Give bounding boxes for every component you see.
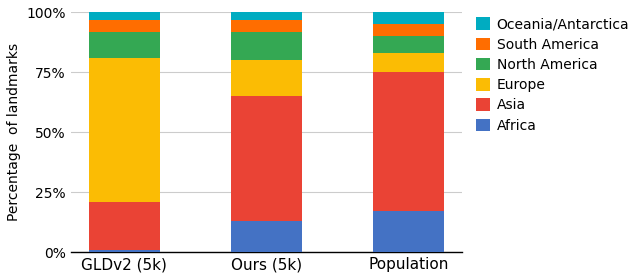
- Bar: [89, 250, 160, 252]
- Bar: [373, 37, 444, 53]
- Bar: [231, 96, 302, 221]
- Bar: [373, 25, 444, 37]
- Bar: [89, 20, 160, 32]
- Bar: [373, 13, 444, 25]
- Bar: [373, 211, 444, 252]
- Bar: [89, 32, 160, 58]
- Bar: [89, 13, 160, 20]
- Legend: Oceania/Antarctica, South America, North America, Europe, Asia, Africa: Oceania/Antarctica, South America, North…: [473, 15, 632, 135]
- Y-axis label: Percentage  of landmarks: Percentage of landmarks: [7, 43, 21, 221]
- Bar: [231, 60, 302, 96]
- Bar: [89, 58, 160, 202]
- Bar: [89, 202, 160, 250]
- Bar: [231, 13, 302, 20]
- Bar: [373, 72, 444, 211]
- Bar: [231, 20, 302, 32]
- Bar: [373, 53, 444, 72]
- Bar: [231, 221, 302, 252]
- Bar: [231, 32, 302, 60]
